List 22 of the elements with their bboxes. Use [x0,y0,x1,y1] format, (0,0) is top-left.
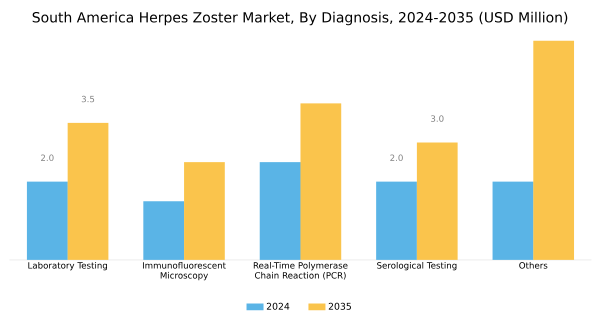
bar [143,201,184,260]
bar [416,142,458,260]
x-tick-label: Real-Time Polymerase Chain Reaction (PCR) [254,262,348,280]
legend-label: 2035 [328,302,351,310]
chart-title: South America Herpes Zoster Market, By Diagnosis, 2024-2035 (USD Million) [32,12,568,26]
bar [68,122,108,260]
bar [26,182,68,260]
legend-label: 2024 [266,302,290,310]
bar [184,162,225,260]
x-tick-label: Others [519,262,548,269]
x-tick-label: Immunofluorescent Microscopy [142,262,226,280]
data-label: 2.0 [41,154,54,162]
bar [376,182,417,260]
bar [492,182,534,260]
x-tick-label: Laboratory Testing [28,262,108,270]
bar [533,40,574,260]
data-label: 3.5 [82,96,94,102]
x-tick-label: Serological Testing [377,262,456,270]
bar [300,103,342,260]
bar [260,162,300,260]
data-label: 3.0 [431,115,444,122]
data-label: 2.0 [390,154,403,162]
